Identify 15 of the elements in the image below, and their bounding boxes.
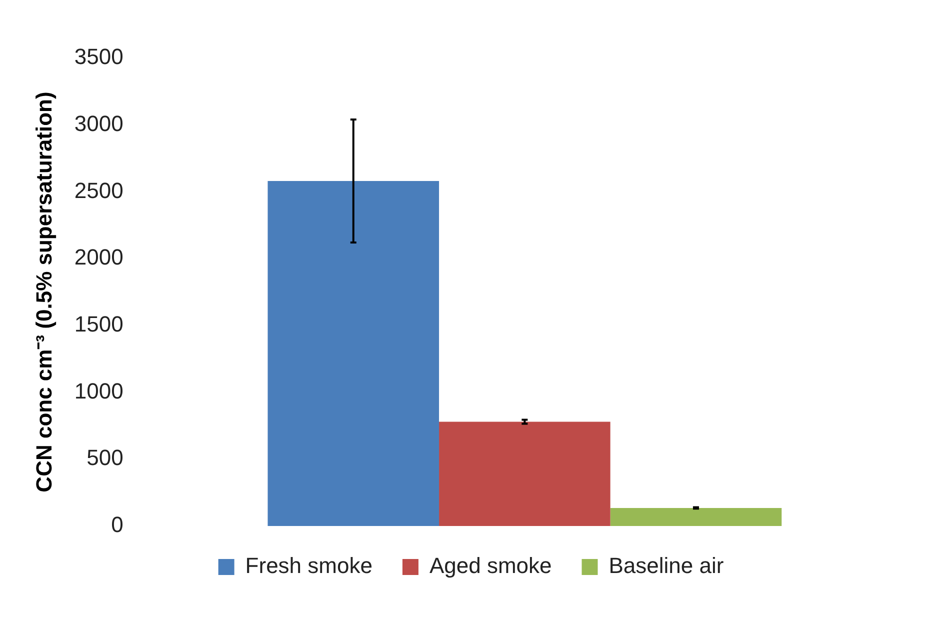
y-tick-label: 3000	[74, 110, 124, 136]
legend-label: Aged smoke	[429, 553, 552, 578]
y-tick-label: 3500	[74, 44, 124, 70]
y-tick-label: 2000	[74, 244, 124, 270]
y-tick-label: 500	[86, 445, 124, 470]
y-tick-label: 1000	[74, 378, 124, 404]
y-tick-label: 2500	[74, 178, 124, 203]
legend-label: Baseline air	[608, 553, 724, 578]
bar	[268, 181, 440, 526]
y-tick-label: 0	[111, 512, 124, 538]
legend-label: Fresh smoke	[245, 553, 372, 578]
bar	[610, 508, 782, 526]
y-axis-title: CCN conc cm⁻³ (0.5% supersaturation)	[31, 92, 56, 492]
bar	[439, 422, 610, 526]
y-tick-label: 1500	[74, 311, 124, 336]
